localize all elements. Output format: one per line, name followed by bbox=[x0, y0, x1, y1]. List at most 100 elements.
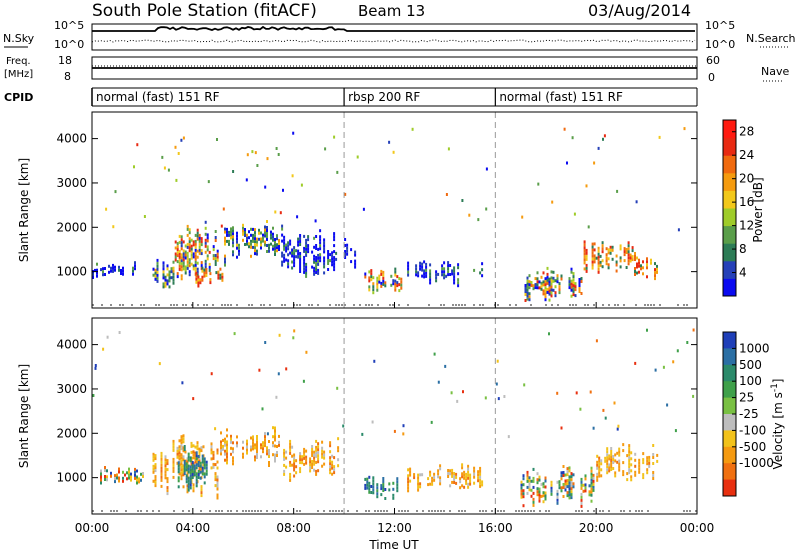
data-cell bbox=[190, 250, 193, 254]
data-cell bbox=[319, 235, 322, 239]
data-cell bbox=[189, 474, 192, 478]
data-cell bbox=[628, 453, 631, 457]
data-cell bbox=[291, 248, 294, 252]
data-cell bbox=[634, 361, 637, 365]
data-cell bbox=[642, 452, 645, 456]
data-cell bbox=[194, 245, 197, 249]
data-cell bbox=[503, 395, 506, 398]
data-cell bbox=[616, 451, 619, 455]
data-cell bbox=[305, 247, 308, 251]
data-cell bbox=[376, 279, 379, 283]
data-cell bbox=[380, 281, 383, 285]
data-cell bbox=[528, 280, 531, 284]
data-cell bbox=[550, 282, 553, 286]
data-cell bbox=[152, 470, 155, 474]
data-cell bbox=[242, 223, 244, 227]
data-cell bbox=[500, 510, 502, 512]
data-cell bbox=[186, 266, 189, 270]
data-cell bbox=[453, 475, 456, 478]
data-cell bbox=[622, 449, 625, 453]
data-cell bbox=[479, 484, 482, 488]
data-cell bbox=[463, 473, 466, 477]
data-cell bbox=[382, 276, 385, 280]
data-cell bbox=[252, 227, 254, 231]
data-cell bbox=[610, 447, 613, 450]
data-cell bbox=[122, 269, 124, 273]
data-cell bbox=[528, 476, 531, 480]
data-cell bbox=[558, 486, 561, 490]
data-cell bbox=[455, 481, 458, 485]
data-cell bbox=[299, 461, 302, 465]
data-cell bbox=[236, 510, 238, 512]
data-cell bbox=[283, 454, 286, 458]
data-cell bbox=[550, 294, 553, 298]
data-cell bbox=[272, 510, 274, 512]
data-cell bbox=[544, 295, 547, 299]
data-cell bbox=[428, 304, 430, 306]
data-cell bbox=[323, 450, 326, 454]
data-cell bbox=[128, 473, 130, 477]
data-cell bbox=[214, 478, 217, 482]
data-cell bbox=[368, 490, 371, 494]
data-cell bbox=[214, 427, 217, 431]
data-cell bbox=[287, 253, 290, 257]
colorbar-tick: 4 bbox=[739, 266, 747, 280]
data-cell bbox=[190, 444, 193, 448]
data-cell bbox=[250, 245, 252, 249]
data-cell bbox=[118, 470, 120, 474]
data-cell bbox=[560, 474, 563, 478]
data-cell bbox=[323, 238, 326, 242]
data-cell bbox=[477, 473, 480, 477]
data-cell bbox=[201, 278, 204, 282]
data-cell bbox=[187, 476, 190, 480]
data-cell bbox=[184, 256, 187, 260]
data-cell bbox=[198, 447, 201, 451]
data-cell bbox=[172, 448, 175, 452]
data-cell bbox=[246, 451, 248, 455]
data-cell bbox=[544, 476, 547, 480]
data-cell bbox=[291, 454, 294, 458]
data-cell bbox=[224, 230, 226, 234]
data-cell bbox=[285, 246, 288, 250]
data-cell bbox=[317, 460, 320, 464]
data-cell bbox=[212, 245, 215, 249]
data-cell bbox=[228, 239, 230, 243]
data-cell bbox=[313, 453, 316, 457]
data-cell bbox=[570, 285, 573, 289]
data-cell bbox=[193, 464, 196, 468]
colorbar-swatch bbox=[723, 190, 736, 209]
data-cell bbox=[287, 262, 290, 266]
data-cell bbox=[463, 485, 466, 489]
data-cell bbox=[204, 226, 207, 230]
data-cell bbox=[218, 510, 220, 512]
data-cell bbox=[180, 256, 183, 260]
data-cell bbox=[380, 484, 383, 488]
data-cell bbox=[461, 472, 464, 476]
data-cell bbox=[604, 459, 607, 463]
data-cell bbox=[197, 455, 200, 458]
data-cell bbox=[198, 456, 201, 460]
data-cell bbox=[262, 236, 264, 240]
data-cell bbox=[642, 266, 644, 270]
data-cell bbox=[177, 464, 180, 468]
data-cell bbox=[484, 396, 487, 400]
data-cell bbox=[596, 454, 599, 458]
colorbar-swatch bbox=[723, 155, 736, 174]
data-cell bbox=[102, 270, 104, 274]
data-cell bbox=[605, 262, 608, 266]
data-cell bbox=[653, 304, 655, 306]
data-cell bbox=[206, 245, 209, 249]
data-cell bbox=[461, 304, 463, 306]
colorbar-tick: -25 bbox=[739, 407, 759, 421]
data-cell bbox=[392, 487, 395, 491]
data-cell bbox=[203, 481, 206, 485]
data-cell bbox=[281, 254, 284, 258]
data-cell bbox=[246, 242, 248, 246]
data-cell bbox=[372, 488, 375, 492]
data-cell bbox=[152, 479, 155, 483]
data-cell bbox=[266, 244, 268, 247]
data-cell bbox=[272, 247, 274, 251]
data-cell bbox=[437, 469, 440, 473]
data-cell bbox=[584, 477, 587, 481]
data-cell bbox=[160, 463, 163, 467]
